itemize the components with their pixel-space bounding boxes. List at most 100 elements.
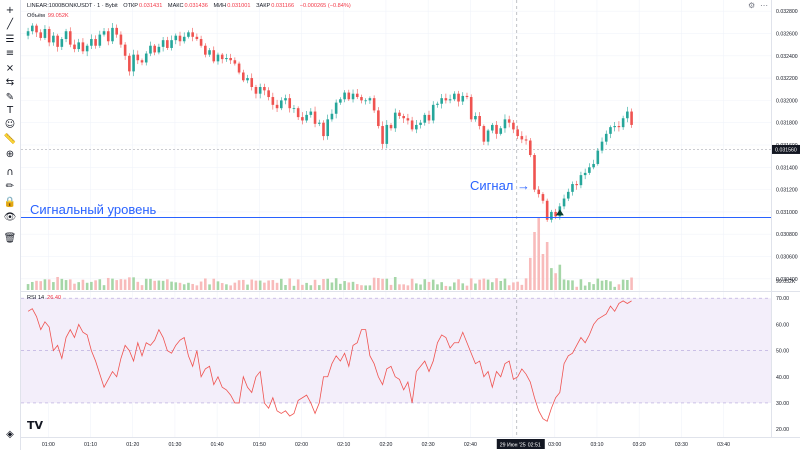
projection-icon[interactable]: ⇆ [3,76,17,90]
candle [144,53,148,63]
volume-bar [43,279,47,290]
high-label: МАКС [167,3,184,9]
signal-markers [555,209,564,216]
candle [617,126,621,128]
candle [90,39,93,46]
zoom-icon[interactable]: ⊕ [3,148,17,162]
candle [94,39,97,46]
candle [604,133,608,142]
candle [613,126,616,128]
rsi-legend[interactable]: RSI 14 26.40 [27,295,61,301]
time-tick-label: 02:10 [337,442,350,448]
fib-icon[interactable]: ≡ [3,47,17,61]
volume-bar [98,279,102,290]
candle [436,103,439,105]
candle [157,46,161,53]
volume-bar [423,279,427,290]
volume-bar [592,284,595,290]
candle [415,124,418,130]
horizontal-lines-icon[interactable]: ☰ [3,33,17,47]
signal-annotation[interactable]: Сигнал → [470,178,530,193]
volume-bar [204,278,207,290]
ruler-icon[interactable]: 📏 [3,134,17,145]
candle [596,150,600,164]
pattern-icon[interactable]: ⨯ [3,62,17,76]
candle [149,45,152,54]
volume-bar [166,279,169,290]
candle [271,97,275,105]
symbol-name[interactable]: LINEAR:1000BONKUSDT · 1 · Bybit [27,3,118,9]
rsi-tick-label: 50.00 [776,349,789,355]
volume-bar [26,284,30,290]
volume-bar [296,279,300,290]
crosshair-icon[interactable]: + [3,4,17,18]
candle [592,163,595,168]
volume-bar [579,279,583,290]
drawing-toolbar: + ╱ ☰ ≡ ⨯ ⇆ ✎ T ☺ 📏 ⊕ ∩ ✏ 🔒 👁 🗑 ◈ [0,0,21,450]
volume-bar [229,285,232,290]
signal-level-text: Сигнальный уровень [30,202,157,217]
price-tick-label: 0.032600 [776,31,798,37]
tradingview-logo[interactable]: TV [27,419,44,432]
candle [153,45,156,53]
current-price-text: 0.031560 [775,147,797,153]
volume-tick-label: 99.052K [776,279,796,285]
volume-bar [617,284,621,290]
emoji-icon[interactable]: ☺ [4,119,16,130]
text-icon[interactable]: T [3,104,17,118]
crosshair-time-text: 02:51 [528,443,541,449]
signal-level-annotation[interactable]: Сигнальный уровень [30,202,156,217]
lock-icon[interactable]: 🔒 [3,197,17,208]
high-value: 0.031436 [184,3,208,9]
volume-bar [73,283,76,290]
stay-drawing-icon[interactable]: ✏ [3,180,17,194]
volume-legend[interactable]: Объём 99.052K [27,13,69,19]
volume-bar [292,285,296,290]
eye-icon[interactable]: 👁 [3,212,17,223]
candle [204,45,207,55]
candle [486,130,490,142]
volume-bar [161,280,165,290]
volume-bar [431,279,435,290]
price-tick-label: 0.031200 [776,188,798,194]
trend-line-icon[interactable]: ╱ [3,18,17,32]
volume-bar [588,282,591,290]
volume-bar [453,282,456,290]
current-price-label: 0.031560 [772,144,800,154]
volume-bar [77,282,81,290]
volume-bar [216,281,220,290]
trash-icon[interactable]: 🗑 [3,233,17,244]
time-tick-label: 03:40 [717,442,730,448]
candle [182,36,186,42]
candle [229,58,232,61]
candle [56,35,59,47]
volume-bar [609,281,612,290]
low-value: 0.031001 [227,3,251,9]
more-options-icon[interactable]: ⋯ [760,1,768,10]
settings-gear-icon[interactable]: ⚙ [748,1,756,10]
symbol-legend[interactable]: LINEAR:1000BONKUSDT · 1 · Bybit ОТКР0.03… [27,3,351,9]
candle [528,140,532,156]
rsi-line [27,300,632,422]
volume-bar [626,279,629,290]
volume-bar [334,278,338,290]
price-tick-label: 0.030800 [776,232,798,238]
volume-bar [119,279,123,290]
magnet-icon[interactable]: ∩ [3,166,17,180]
candle [385,124,389,144]
candle [170,40,173,48]
candle [377,110,380,127]
volume-value: 99.052K [47,13,69,19]
volume-bar [528,257,532,290]
candle [469,97,473,120]
volume-bar [254,280,258,290]
volume-bar [343,281,346,290]
volume-bar [242,279,245,290]
brush-icon[interactable]: ✎ [3,91,17,105]
candle [43,29,47,38]
volume-bar [491,282,494,290]
volume-bar [495,278,498,290]
volume-bar [313,279,317,290]
layers-icon[interactable]: ◈ [3,428,17,442]
